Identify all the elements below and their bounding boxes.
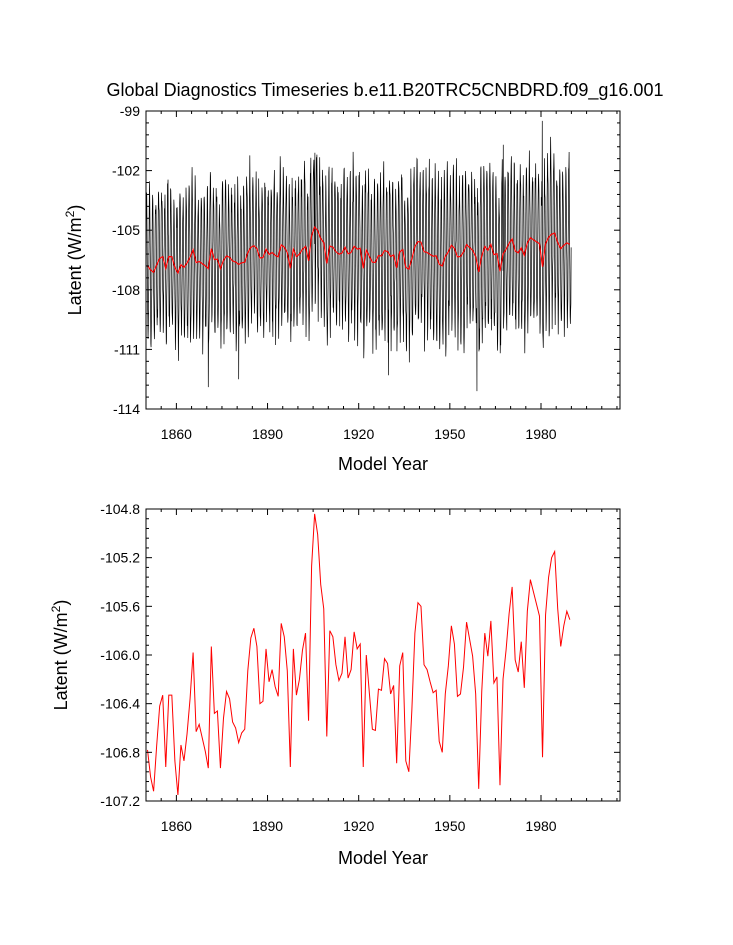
top-annual-mean-line <box>147 225 571 275</box>
top-y-tick-label: -105 <box>112 222 140 238</box>
top-y-tick-label: -114 <box>113 401 140 417</box>
top-y-axis-label-close: ) <box>65 205 85 211</box>
bottom-series-group <box>147 513 571 795</box>
top-x-tick-label: 1920 <box>343 426 374 442</box>
bottom-x-tick-label: 1860 <box>161 818 192 834</box>
bottom-annual-mean-line <box>147 513 571 795</box>
bottom-axes: 1860 1890 1920 1950 1980 -107.2 -106.8 -106.4 -1… <box>100 501 620 834</box>
bottom-x-axis-label: Model Year <box>338 848 428 868</box>
top-x-axis-label: Model Year <box>338 454 428 474</box>
top-y-tick-label: -111 <box>114 341 140 357</box>
bottom-y-tick-label: -107.2 <box>100 793 140 809</box>
bottom-y-tick-label: -106.0 <box>100 647 140 663</box>
bottom-panel: 1860 1890 1920 1950 1980 -107.2 -106.8 -106.4 -1… <box>49 501 621 868</box>
bottom-x-tick-label: 1950 <box>434 818 465 834</box>
bottom-y-tick-label: -105.6 <box>100 598 140 614</box>
bottom-y-tick-label: -106.4 <box>100 696 140 712</box>
bottom-y-axis-label-main: Latent (W/m <box>51 612 71 710</box>
bottom-x-tick-label: 1890 <box>252 818 283 834</box>
top-y-axis-label: Latent (W/m2) <box>63 205 85 316</box>
top-x-tick-label: 1860 <box>161 426 192 442</box>
top-panel: 1860 1890 1920 1950 1980 -114 -111 -108 -105 -102… <box>63 103 621 474</box>
top-x-tick-label: 1890 <box>252 426 283 442</box>
top-monthly-line <box>145 120 572 392</box>
top-y-axis-label-sup: 2 <box>63 210 77 217</box>
top-series-group <box>145 120 572 392</box>
top-x-tick-label: 1950 <box>434 426 465 442</box>
bottom-y-axis-label-close: ) <box>51 600 71 606</box>
bottom-x-tick-label: 1920 <box>343 818 374 834</box>
bottom-y-axis-label-sup: 2 <box>49 605 63 612</box>
chart-title: Global Diagnostics Timeseries b.e11.B20T… <box>107 80 664 101</box>
top-axes: 1860 1890 1920 1950 1980 -114 -111 -108 -105 -102… <box>112 103 620 442</box>
bottom-x-tick-label: 1980 <box>525 818 556 834</box>
bottom-plot-frame <box>145 508 621 802</box>
bottom-y-axis-label: Latent (W/m2) <box>49 600 71 711</box>
bottom-y-tick-label: -106.8 <box>100 744 140 760</box>
top-y-tick-label: -99 <box>120 103 140 119</box>
top-y-tick-label: -102 <box>112 163 140 179</box>
bottom-y-tick-label: -104.8 <box>100 501 140 517</box>
top-y-tick-label: -108 <box>112 282 140 298</box>
top-plot-frame <box>145 110 621 410</box>
top-x-tick-label: 1980 <box>525 426 556 442</box>
top-y-axis-label-main: Latent (W/m <box>65 217 85 315</box>
bottom-y-tick-label: -105.2 <box>100 550 140 566</box>
